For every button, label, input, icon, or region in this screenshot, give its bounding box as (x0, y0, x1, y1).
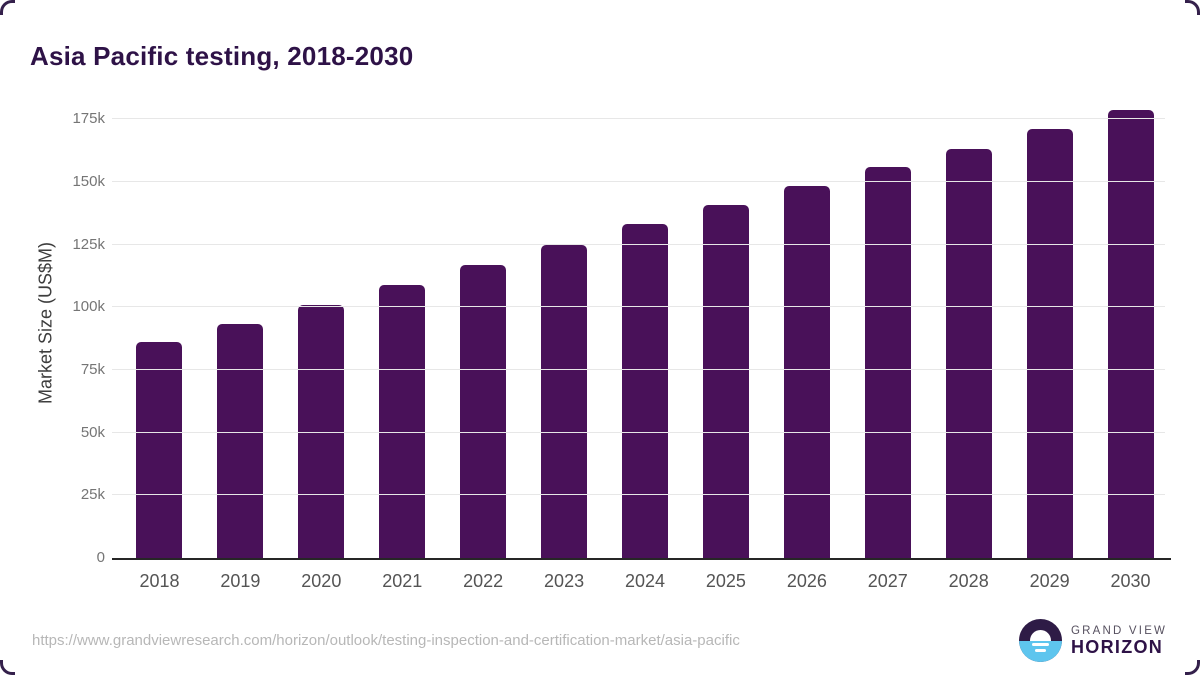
y-tick-label-125k: 125k (72, 235, 105, 253)
bar-slot-2030 (1090, 88, 1171, 558)
y-tick-label-150k: 150k (72, 173, 105, 190)
rounded-corner-top-right (1185, 0, 1200, 15)
bar-2026 (783, 186, 830, 558)
x-tick-label-2025: 2025 (705, 571, 746, 591)
gridline-25k (112, 494, 1165, 496)
x-tick-label-2020: 2020 (301, 571, 342, 591)
bar-2020 (298, 304, 345, 558)
gridline-75k (112, 369, 1165, 370)
logo-reflection-line (1032, 643, 1049, 646)
x-tick-label-2028: 2028 (948, 571, 989, 591)
gridline-175k (112, 118, 1165, 120)
source-url: https://www.grandviewresearch.com/horizo… (32, 632, 740, 649)
x-tick-label-2030: 2030 (1110, 571, 1151, 591)
gridline-100k (112, 306, 1165, 308)
bar-slot-2022 (443, 88, 524, 558)
bar-2023 (541, 245, 588, 558)
bar-2018 (136, 342, 183, 558)
grand-view-horizon-logo: GRAND VIEW HORIZON (1019, 619, 1167, 662)
gridline-150k (112, 181, 1165, 182)
bar-2022 (460, 264, 507, 558)
bar-2030 (1107, 110, 1154, 558)
bars-container (119, 88, 1171, 558)
bar-2021 (379, 285, 426, 558)
bar-slot-2019 (200, 88, 281, 558)
brand-name-bottom: HORIZON (1071, 637, 1164, 657)
logo-reflection-line (1035, 649, 1046, 652)
bar-2027 (864, 166, 911, 558)
x-tick-label-2026: 2026 (786, 571, 827, 591)
bar-slot-2021 (362, 88, 443, 558)
y-tick-label-50k: 50k (80, 423, 105, 441)
y-tick-label-25k: 25k (80, 486, 105, 504)
y-tick-label-75k: 75k (80, 361, 105, 378)
horizon-sunrise-icon (1019, 619, 1062, 662)
logo-text: GRAND VIEW HORIZON (1071, 624, 1167, 657)
x-tick-label-2022: 2022 (463, 571, 504, 591)
bar-2029 (1026, 129, 1073, 558)
x-tick-label-2019: 2019 (220, 571, 261, 591)
rounded-corner-bottom-right (1185, 660, 1200, 675)
bar-slot-2024 (605, 88, 686, 558)
bar-2019 (217, 324, 264, 558)
x-tick-label-2018: 2018 (139, 571, 180, 591)
bar-slot-2025 (685, 88, 766, 558)
bar-slot-2020 (281, 88, 362, 558)
x-axis-labels: 2018 2019 2020 2021 2022 2023 2024 2025 2026 2027… (119, 558, 1171, 592)
gridline-125k (112, 243, 1165, 245)
y-tick-label-175k: 175k (72, 110, 105, 128)
x-tick-label-2029: 2029 (1029, 571, 1070, 591)
plot-area: 2018 2019 2020 2021 2022 2023 2024 2025 2026 2027… (72, 88, 1171, 591)
gridline-50k (112, 431, 1165, 433)
bar-slot-2029 (1009, 88, 1090, 558)
bar-slot-2028 (928, 88, 1009, 558)
x-tick-label-2024: 2024 (624, 571, 666, 591)
bar-2028 (945, 148, 992, 558)
y-axis-title: Market Size (US$M) (35, 241, 56, 405)
rounded-corner-top-left (0, 0, 15, 15)
rounded-corner-bottom-left (0, 660, 15, 675)
y-tick-label-100k: 100k (72, 298, 105, 316)
brand-name-top: GRAND VIEW (1071, 625, 1168, 637)
chart-title: Asia Pacific testing, 2018-2030 (30, 41, 414, 72)
bar-slot-2027 (847, 88, 928, 558)
x-tick-label-2027: 2027 (867, 571, 908, 591)
bar-slot-2023 (524, 88, 605, 558)
y-tick-label-0: 0 (96, 549, 105, 566)
x-tick-label-2021: 2021 (382, 571, 423, 591)
x-axis-line (112, 558, 1171, 560)
bar-2025 (702, 204, 749, 558)
bar-2024 (621, 223, 668, 558)
bar-slot-2026 (766, 88, 847, 558)
bar-slot-2018 (119, 88, 200, 558)
x-tick-label-2023: 2023 (544, 571, 585, 591)
